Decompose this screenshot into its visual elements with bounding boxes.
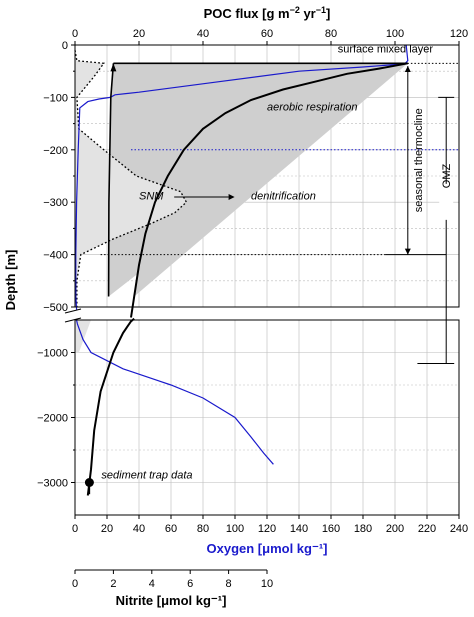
omz-label-bg [439,183,454,220]
depth-tick-label: −500 [43,302,68,314]
depth-axis-title: Depth [m] [3,250,18,311]
annotations: surface mixed layer aerobic respiration SN… [101,43,455,482]
poc-curve-upper [130,62,408,318]
depth-tick-label: −2000 [37,413,68,425]
poc-tick-label: 100 [386,28,404,40]
poc-axis-title-mid: yr [300,6,316,21]
poc-axis-title-exp2: −1 [316,5,326,15]
nitrite-area [75,45,187,307]
poc-mixed-layer-line [107,63,115,297]
oxygen-tick-label: 40 [133,523,145,535]
oxygen-tick-label: 60 [165,523,177,535]
oxygen-tick-label: 0 [72,523,78,535]
oxygen-tick-label: 240 [450,523,468,535]
poc-tick-label: 80 [325,28,337,40]
axis-break-mark [64,317,82,323]
depth-tick-label: −3000 [37,478,68,490]
depth-tick-label: 0 [62,40,68,52]
poc-curve-lower [86,317,135,496]
nitrite-tick-label: 2 [110,578,116,590]
poc-tick-label: 0 [72,28,78,40]
label-seasonal-thermocline: seasonal thermocline [413,108,425,212]
oxygen-tick-label: 120 [258,523,276,535]
poc-flux-area [108,63,408,297]
curves [74,44,409,496]
oxygen-curve-lower [76,320,274,465]
label-denitrification: denitrification [251,191,316,203]
oxygen-axis-title: Oxygen [μmol kg⁻¹] [207,541,328,556]
nitrite-tick-label: 6 [187,578,193,590]
label-surface-mixed-layer: surface mixed layer [338,43,434,55]
poc-axis-title: POC flux [g m−2 yr−1] [204,5,331,21]
oxygen-tick-label: 160 [322,523,340,535]
depth-tick-label: −200 [43,145,68,157]
poc-axis-title-end: ] [326,6,330,21]
arrow-head-snm [228,193,235,200]
oxygen-tick-label: 100 [226,523,244,535]
axis-break-mark [64,308,82,314]
nitrite-axis-title: Nitrite [μmol kg⁻¹] [116,593,227,608]
nitrite-tick-label: 4 [149,578,155,590]
poc-arrow-head [110,63,117,72]
thermocline-arrow-up [404,65,411,72]
label-snm: SNM [139,191,164,203]
depth-tick-label: −1000 [37,348,68,360]
oxygen-tick-label: 180 [354,523,372,535]
oxygen-tick-label: 140 [290,523,308,535]
oxygen-tick-label: 220 [418,523,436,535]
poc-tick-label: 120 [450,28,468,40]
depth-tick-label: −100 [43,92,68,104]
label-aerobic-respiration: aerobic respiration [267,102,358,114]
depth-tick-label: −400 [43,250,68,262]
poc-tick-label: 40 [197,28,209,40]
label-omz: OMZ [441,164,453,189]
nitrite-tick-label: 10 [261,578,273,590]
oxygen-tick-label: 80 [197,523,209,535]
label-sediment-trap: sediment trap data [101,470,192,482]
poc-tick-label: 20 [133,28,145,40]
thermocline-arrow-down [404,248,411,255]
nitrite-tick-label: 8 [226,578,232,590]
poc-tick-label: 60 [261,28,273,40]
depth-tick-label: −300 [43,197,68,209]
nitrite-tick-label: 0 [72,578,78,590]
oxygen-tick-label: 20 [101,523,113,535]
poc-axis-title-exp1: −2 [290,5,300,15]
oxygen-tick-label: 200 [386,523,404,535]
